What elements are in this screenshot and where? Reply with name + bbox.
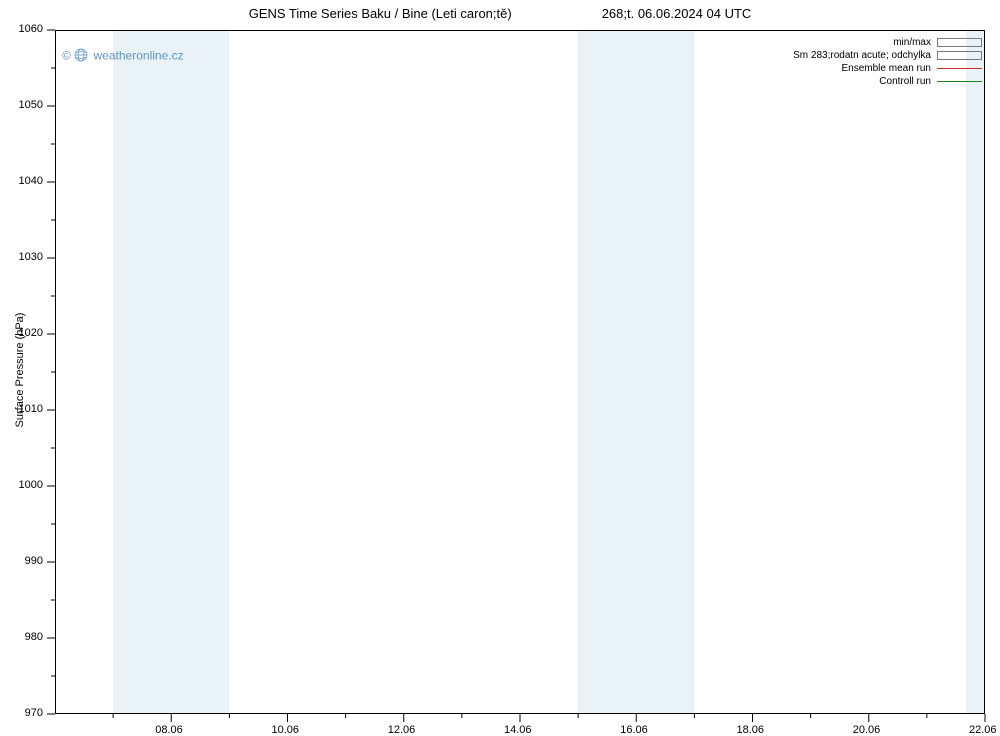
globe-icon (74, 48, 88, 65)
legend-item: Sm 283;rodatn acute; odchylka (793, 49, 982, 62)
x-tick-label: 18.06 (737, 724, 765, 736)
title-left: GENS Time Series Baku / Bine (Leti caron… (249, 6, 512, 21)
x-tick-label: 22.06 (969, 724, 997, 736)
y-tick-label: 1010 (19, 403, 43, 415)
y-tick-label: 1000 (19, 479, 43, 491)
y-tick-label: 1030 (19, 251, 43, 263)
x-tick-label: 14.06 (504, 724, 532, 736)
y-tick-label: 1060 (19, 23, 43, 35)
legend-item: min/max (793, 36, 982, 49)
chart: GENS Time Series Baku / Bine (Leti caron… (0, 0, 1000, 733)
y-tick-label: 990 (25, 555, 43, 567)
legend-swatch (937, 38, 982, 47)
legend-label: Sm 283;rodatn acute; odchylka (793, 50, 931, 61)
y-tick-label: 1020 (19, 327, 43, 339)
legend-swatch (937, 51, 982, 60)
y-tick-label: 1040 (19, 175, 43, 187)
copyright-symbol: © (62, 49, 71, 63)
y-axis-label: Surface Pressure (hPa) (14, 295, 26, 445)
legend-label: Controll run (879, 76, 931, 87)
y-tick-label: 970 (25, 707, 43, 719)
y-tick-label: 1050 (19, 99, 43, 111)
legend-label: Ensemble mean run (842, 63, 932, 74)
watermark: © weatheronline.cz (62, 48, 184, 65)
watermark-text: weatheronline.cz (94, 49, 184, 63)
legend-item: Controll run (793, 75, 982, 88)
y-tick-label: 980 (25, 631, 43, 643)
plot-area (55, 30, 985, 714)
x-tick-label: 16.06 (620, 724, 648, 736)
legend-swatch (937, 81, 982, 82)
chart-title: GENS Time Series Baku / Bine (Leti caron… (0, 6, 1000, 21)
x-tick-label: 10.06 (272, 724, 300, 736)
legend-item: Ensemble mean run (793, 62, 982, 75)
legend: min/max Sm 283;rodatn acute; odchylka Ense… (793, 36, 982, 88)
x-tick-label: 20.06 (853, 724, 881, 736)
legend-label: min/max (893, 37, 931, 48)
axes (55, 30, 985, 714)
x-tick-label: 08.06 (155, 724, 183, 736)
x-tick-label: 12.06 (388, 724, 416, 736)
legend-swatch (937, 68, 982, 69)
title-right: 268;t. 06.06.2024 04 UTC (602, 6, 752, 21)
